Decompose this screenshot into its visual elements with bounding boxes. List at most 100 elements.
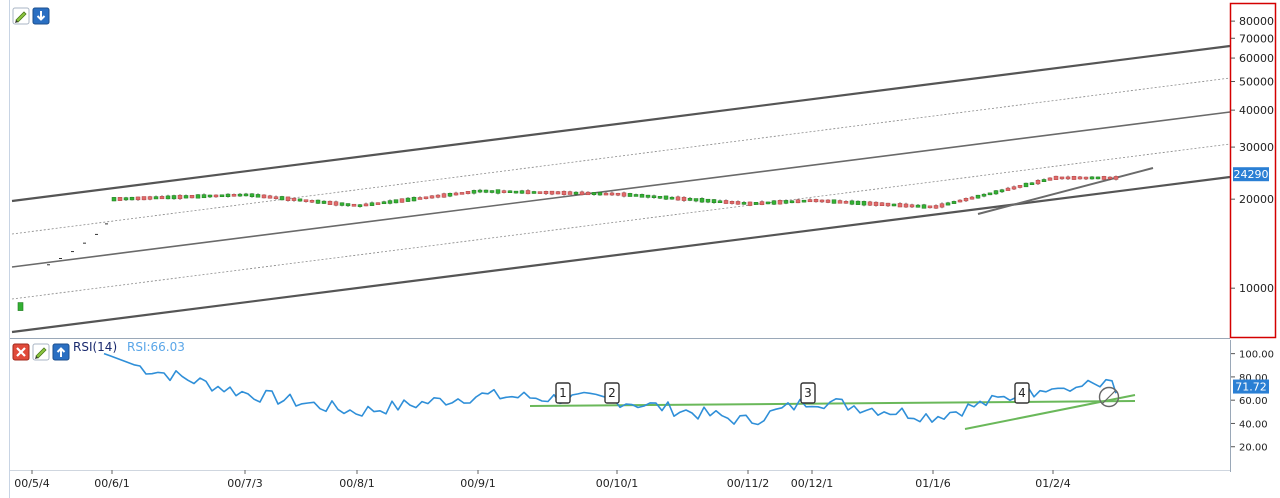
candle (477, 189, 483, 193)
cross-circle-slash (1101, 389, 1117, 405)
candle (249, 193, 255, 198)
candle (813, 199, 819, 203)
candle (213, 194, 219, 198)
price-tick-label: 20000 (1239, 193, 1274, 206)
candle (933, 205, 939, 209)
rsi-marker-label: 3 (804, 386, 812, 400)
candle (507, 190, 513, 193)
candle (195, 194, 201, 199)
rsi-marker-label: 2 (608, 386, 616, 400)
candle (321, 200, 327, 204)
rsi-trendline[interactable] (964, 394, 1136, 430)
candle (585, 191, 591, 196)
channel-line[interactable] (11, 77, 1231, 235)
candle (405, 197, 411, 202)
price-tick-label: 60000 (1239, 52, 1274, 65)
candle (177, 194, 183, 200)
candle (1005, 187, 1011, 191)
candle (1065, 176, 1071, 180)
candle (1077, 176, 1083, 180)
last-price-label: 24290 (1234, 168, 1269, 181)
candle (423, 196, 429, 200)
candle (675, 196, 681, 201)
candle (165, 195, 171, 200)
candle (759, 201, 765, 205)
channel-line[interactable] (11, 175, 1231, 334)
candle (531, 191, 537, 194)
candle (975, 194, 981, 199)
candle (771, 200, 777, 205)
candle (951, 201, 957, 204)
rsi-value-label: RSI:66.03 (127, 340, 185, 354)
candle (843, 201, 849, 204)
candle (597, 192, 603, 196)
channel-line[interactable] (11, 44, 1231, 203)
candle (435, 194, 441, 198)
candle (885, 202, 891, 207)
rsi-indicator-label: RSI(14) (73, 340, 117, 354)
date-tick-label: 00/11/2 (727, 477, 769, 490)
price-channel-lines[interactable] (11, 44, 1231, 334)
download-icon[interactable] (32, 7, 50, 25)
candle (681, 196, 687, 201)
candle (753, 202, 759, 205)
date-tick-label: 00/5/4 (14, 477, 49, 490)
candle (837, 200, 843, 204)
rsi-marker-label: 1 (559, 386, 567, 400)
candle (501, 190, 507, 193)
candle (579, 191, 585, 196)
candle (111, 197, 117, 202)
candle (591, 192, 597, 196)
candle (123, 197, 129, 201)
candle (981, 193, 987, 197)
candle (621, 192, 627, 197)
date-tick-label: 00/12/1 (791, 477, 833, 490)
candle (267, 195, 273, 199)
draw-tool-icon[interactable] (32, 343, 50, 361)
rsi-tick-label: 20.00 (1239, 443, 1268, 454)
rsi-tick-label: 60.00 (1239, 396, 1268, 407)
close-icon[interactable] (12, 343, 30, 361)
candle (609, 192, 615, 196)
candle (387, 200, 393, 204)
candle (705, 198, 711, 203)
candle (867, 201, 873, 206)
draw-tool-icon[interactable] (12, 7, 30, 25)
candle (393, 199, 399, 204)
upload-icon[interactable] (52, 343, 70, 361)
candle (795, 199, 801, 204)
channel-line[interactable] (977, 167, 1154, 215)
channel-line[interactable] (11, 111, 1231, 268)
candle (285, 196, 291, 201)
candle (957, 199, 963, 203)
price-candles[interactable] (17, 175, 1119, 311)
candle (849, 200, 855, 205)
candle (375, 202, 381, 205)
rsi-marker-box (555, 382, 571, 404)
candle (1113, 176, 1119, 180)
candle (1023, 182, 1029, 188)
candle (627, 193, 633, 197)
candle (399, 198, 405, 203)
candle (1017, 185, 1023, 188)
candle (945, 202, 951, 206)
candle (333, 201, 339, 206)
candle (1053, 175, 1059, 180)
candle (153, 196, 159, 200)
date-tick-label: 00/7/3 (227, 477, 262, 490)
price-tick-label: 40000 (1239, 104, 1274, 117)
rsi-last-value-badge (1233, 379, 1269, 394)
candle (369, 202, 375, 206)
rsi-pane[interactable]: 1 2 3 4 RSI(14) RSI:66.03 (10, 340, 1230, 471)
candle (339, 202, 345, 206)
date-tick-label: 00/10/1 (596, 477, 638, 490)
price-tick-label: 80000 (1239, 15, 1274, 28)
candle (735, 201, 741, 205)
candle (741, 202, 747, 205)
channel-line[interactable] (11, 143, 1231, 300)
price-pane[interactable] (10, 44, 1231, 339)
candle (1059, 176, 1065, 180)
price-axis: 80000 70000 60000 50000 40000 30000 20000 10000… (1229, 2, 1277, 339)
